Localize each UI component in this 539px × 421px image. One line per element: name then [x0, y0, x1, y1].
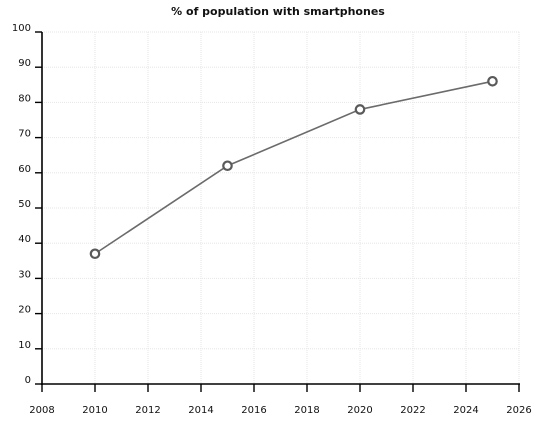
y-tick-label: 50: [18, 199, 31, 210]
series-line-0: [94, 80, 493, 255]
y-tick-label: 80: [18, 93, 31, 104]
x-tick-label: 2026: [506, 405, 531, 416]
x-tick-label: 2024: [453, 405, 478, 416]
x-tick-label: 2008: [29, 405, 54, 416]
data-point: [487, 75, 498, 87]
y-tick-label: 60: [18, 164, 31, 175]
axes: 2008 2010 2012 2014 2016 2018 2020 2022 2024 2026…: [12, 23, 532, 416]
y-tick-label: 70: [18, 129, 31, 140]
x-tick-label: 2020: [347, 405, 372, 416]
x-tick-label: 2012: [135, 405, 160, 416]
chart-title: % of population with smartphones: [171, 5, 385, 18]
data-point: [222, 160, 233, 172]
y-tick-label: 0: [25, 375, 31, 386]
y-tick-label: 10: [18, 340, 31, 351]
y-tick-label: 30: [18, 269, 31, 280]
y-tick-label: 90: [18, 58, 31, 69]
x-tick-label: 2022: [400, 405, 425, 416]
data-point: [89, 248, 101, 260]
series-layer: [89, 75, 498, 260]
data-point: [354, 104, 366, 115]
y-tick-label: 20: [18, 305, 31, 316]
x-tick-label: 2014: [188, 405, 213, 416]
y-tick-label: 40: [18, 234, 31, 245]
x-tick-label: 2018: [294, 405, 319, 416]
x-tick-label: 2010: [82, 405, 107, 416]
x-tick-label: 2016: [241, 405, 266, 416]
y-tick-label: 100: [12, 23, 31, 34]
grid: [41, 31, 520, 385]
